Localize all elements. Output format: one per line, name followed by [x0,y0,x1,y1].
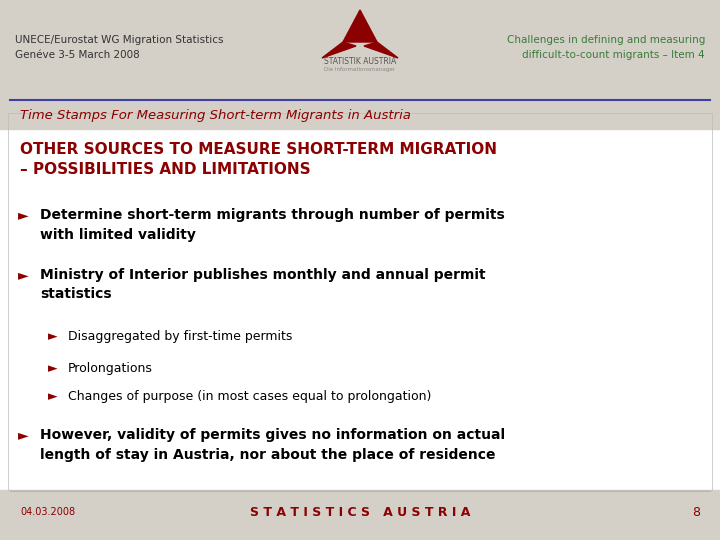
Text: Ministry of Interior publishes monthly and annual permit
statistics: Ministry of Interior publishes monthly a… [40,268,485,301]
Text: However, validity of permits gives no information on actual
length of stay in Au: However, validity of permits gives no in… [40,428,505,462]
Text: STATISTIK AUSTRIA: STATISTIK AUSTRIA [324,57,396,66]
Text: UNECE/Eurostat WG Migration Statistics
Genéve 3-5 March 2008: UNECE/Eurostat WG Migration Statistics G… [15,35,223,60]
Text: Challenges in defining and measuring
difficult-to-count migrants – Item 4: Challenges in defining and measuring dif… [507,35,705,60]
Text: Die Informationsmanager: Die Informationsmanager [325,67,395,72]
Polygon shape [343,10,377,42]
Bar [0,490,720,540]
Text: Disaggregated by first-time permits: Disaggregated by first-time permits [68,330,292,343]
Text: Determine short-term migrants through number of permits
with limited validity: Determine short-term migrants through nu… [40,208,505,241]
Bar [0,115,720,493]
Polygon shape [322,42,356,58]
Text: S T A T I S T I C S   A U S T R I A: S T A T I S T I C S A U S T R I A [250,505,470,518]
Text: ►: ► [48,362,58,375]
Polygon shape [364,42,398,58]
Text: ►: ► [48,330,58,343]
Bar [0,102,720,129]
Text: Changes of purpose (in most cases equal to prolongation): Changes of purpose (in most cases equal … [68,390,431,403]
Text: Prolongations: Prolongations [68,362,153,375]
Bar [8,113,712,490]
Bar [0,0,720,110]
Text: OTHER SOURCES TO MEASURE SHORT-TERM MIGRATION
– POSSIBILITIES AND LIMITATIONS: OTHER SOURCES TO MEASURE SHORT-TERM MIGR… [20,142,497,177]
Text: 04.03.2008: 04.03.2008 [20,507,75,517]
Text: ►: ► [48,390,58,403]
Text: ►: ► [18,428,29,442]
Text: 8: 8 [692,505,700,518]
Text: ►: ► [18,208,29,222]
Text: ►: ► [18,268,29,282]
Text: Time Stamps For Measuring Short-term Migrants in Austria: Time Stamps For Measuring Short-term Mig… [20,109,411,122]
